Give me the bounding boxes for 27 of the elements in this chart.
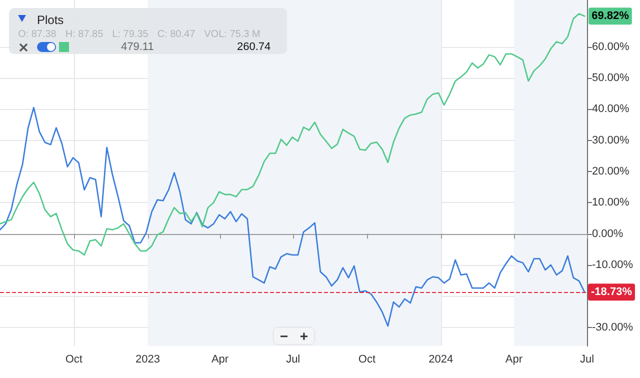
- annotation: Plots: [37, 13, 64, 27]
- x-tick-label: 2023: [136, 354, 160, 366]
- ref-line-label: -18.73%: [591, 286, 632, 298]
- x-tick-label: Apr: [211, 354, 229, 366]
- annotation: 69.82%: [592, 10, 630, 22]
- y-tick-label: 60.00%: [592, 40, 630, 53]
- line-series: [0, 106, 586, 327]
- y-tick-label: -30.00%: [592, 321, 634, 334]
- annotation: +: [298, 328, 310, 344]
- y-tick-label: 20.00%: [592, 165, 630, 178]
- annotation: −: [278, 328, 290, 344]
- annotation: 479.11: [121, 41, 154, 53]
- annotation: 260.74: [237, 41, 271, 53]
- y-tick-label: -10.00%: [592, 258, 634, 271]
- x-tick-label: 2024: [428, 354, 454, 366]
- y-tick-label: 50.00%: [592, 72, 630, 84]
- x-tick-label: Oct: [358, 354, 376, 366]
- line-series: [0, 13, 586, 256]
- y-tick-label: 0.00%: [592, 228, 624, 240]
- y-tick-label: 40.00%: [592, 103, 630, 116]
- x-tick-label: Apr: [505, 354, 523, 366]
- zoom-control: − +: [274, 328, 314, 344]
- y-tick-label: 10.00%: [592, 196, 630, 209]
- x-tick-label: Jul: [580, 354, 594, 366]
- y-tick-label: 30.00%: [592, 134, 630, 146]
- x-tick-label: Oct: [65, 354, 82, 366]
- x-tick-label: Jul: [286, 354, 300, 366]
